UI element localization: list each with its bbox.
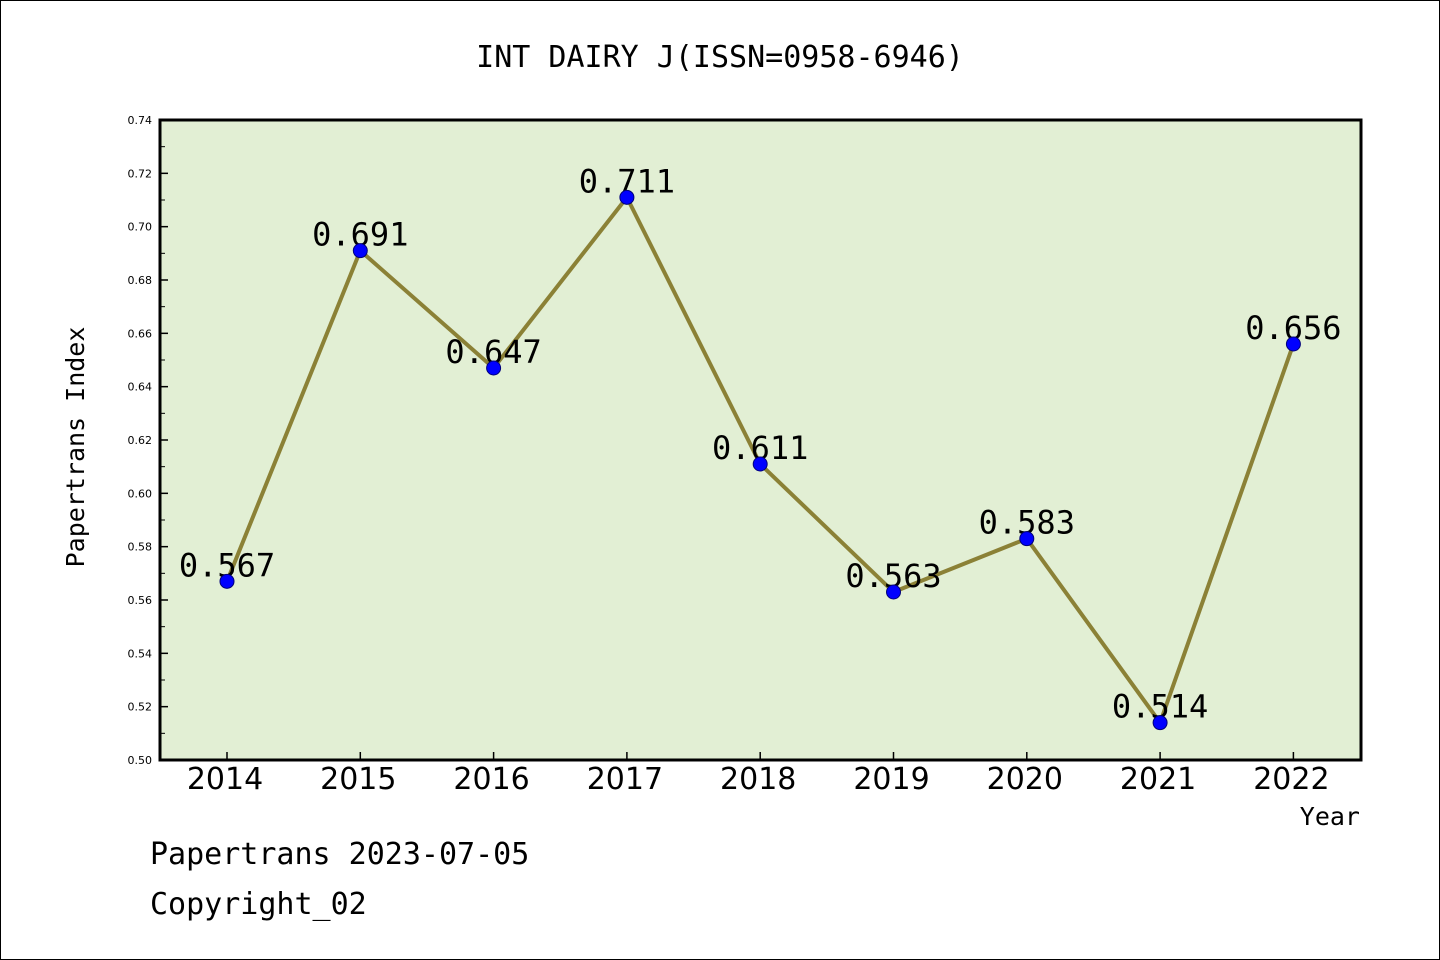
x-tick-label: 2017: [587, 762, 663, 797]
data-point: [1019, 531, 1035, 547]
data-point: [352, 243, 368, 259]
y-tick-label: 0.68: [128, 274, 153, 287]
footer-copyright: Copyright_02: [150, 887, 367, 922]
data-point: [1152, 715, 1168, 731]
y-tick-label: 0.70: [128, 221, 153, 234]
y-tick-label: 0.56: [128, 594, 153, 607]
plot-border: [158, 118, 1363, 762]
x-tick-label: 2015: [320, 762, 396, 797]
y-tick-label: 0.74: [128, 114, 153, 127]
data-point: [886, 584, 901, 600]
plot-area: [160, 120, 1361, 760]
y-tick-label: 0.62: [128, 434, 153, 447]
chart-title: INT DAIRY J(ISSN=0958-6946): [476, 40, 964, 75]
data-points: [219, 189, 1301, 731]
data-point: [219, 573, 235, 589]
data-point: [486, 360, 502, 376]
x-tick-label: 2014: [187, 762, 263, 797]
y-axis-tick-labels: 0.50 0.52 0.54 0.56 0.58 0.60 0.62 0.64 0.66 0.68…: [128, 114, 153, 767]
footer-date: Papertrans 2023-07-05: [150, 837, 529, 872]
y-tick-label: 0.58: [128, 541, 153, 554]
y-tick-label: 0.54: [128, 647, 153, 660]
y-tick-label: 0.50: [128, 754, 153, 767]
y-tick-label: 0.66: [128, 327, 153, 340]
y-tick-label: 0.52: [128, 701, 153, 714]
x-axis-tick-labels: 2014 2015 2016 2017 2018 2019 2020 2021 2022: [187, 762, 1330, 797]
y-tick-label: 0.64: [128, 381, 153, 394]
data-point: [619, 189, 635, 205]
x-tick-label: 2020: [987, 762, 1063, 797]
x-tick-label: 2019: [853, 762, 929, 797]
y-tick-label: 0.72: [128, 167, 153, 180]
x-axis-label: Year: [1300, 802, 1360, 831]
y-tick-label: 0.60: [128, 487, 153, 500]
x-tick-label: 2022: [1253, 762, 1329, 797]
y-axis-label: Papertrans Index: [61, 327, 90, 568]
x-tick-label: 2021: [1120, 762, 1196, 797]
data-point: [752, 456, 768, 472]
x-tick-label: 2018: [720, 762, 796, 797]
data-point: [1285, 336, 1301, 352]
x-tick-label: 2016: [453, 762, 529, 797]
